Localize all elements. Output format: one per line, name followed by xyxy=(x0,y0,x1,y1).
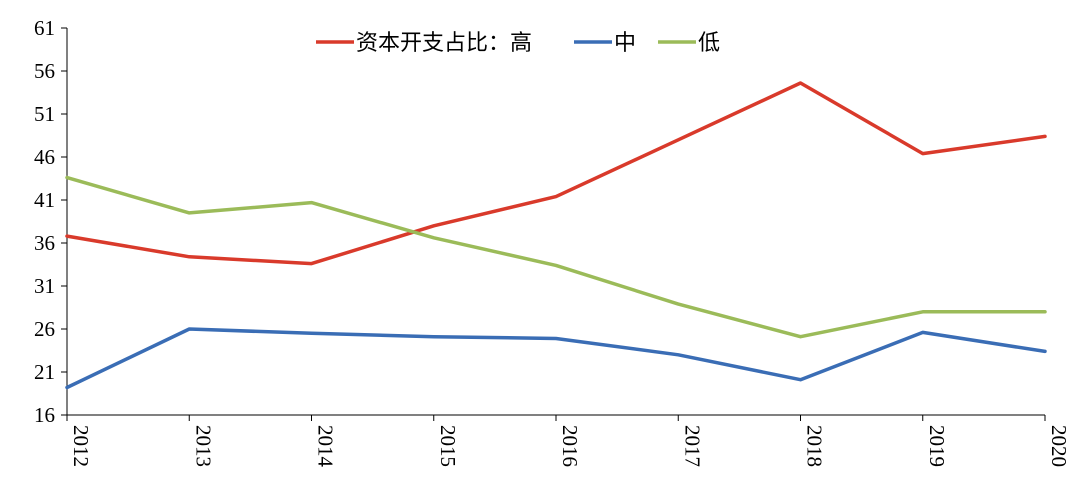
y-tick-label: 51 xyxy=(34,102,55,126)
x-tick-label: 2015 xyxy=(436,425,460,467)
series-line-3 xyxy=(65,175,1047,339)
series-line-2 xyxy=(65,327,1047,390)
x-tick-label: 2012 xyxy=(69,425,93,467)
x-tick-label: 2018 xyxy=(803,425,827,467)
y-tick-label: 16 xyxy=(34,403,55,427)
series-line-1 xyxy=(65,81,1047,266)
legend-label-2: 中 xyxy=(614,31,636,56)
y-tick-label: 46 xyxy=(34,145,55,169)
x-axis: 2012 2013 2014 2015 2016 2017 2018 2019 2020 xyxy=(66,414,1071,468)
x-tick-label: 2017 xyxy=(680,425,704,467)
y-tick-label: 21 xyxy=(34,360,55,384)
legend-label-3: 低 xyxy=(698,31,720,56)
y-tick-label: 36 xyxy=(34,231,55,255)
legend-label-1: 资本开支占比：高 xyxy=(356,31,532,56)
y-tick-label: 41 xyxy=(34,188,55,212)
y-tick-label: 61 xyxy=(34,16,55,40)
series-layer xyxy=(65,81,1047,390)
x-tick-label: 2013 xyxy=(191,425,215,467)
y-tick-label: 26 xyxy=(34,317,55,341)
x-tick-label: 2020 xyxy=(1047,425,1071,467)
y-axis: 16 21 26 31 36 41 46 51 56 61 xyxy=(34,16,68,427)
y-tick-label: 56 xyxy=(34,59,55,83)
x-tick-label: 2014 xyxy=(314,425,338,468)
legend: 资本开支占比：高 中 低 xyxy=(316,31,720,56)
x-tick-label: 2016 xyxy=(558,425,582,467)
x-tick-label: 2019 xyxy=(925,425,949,467)
y-tick-label: 31 xyxy=(34,274,55,298)
